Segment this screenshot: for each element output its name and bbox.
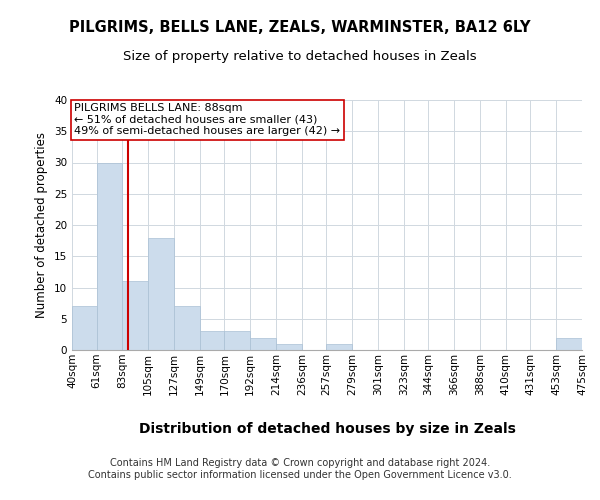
Text: PILGRIMS BELLS LANE: 88sqm
← 51% of detached houses are smaller (43)
49% of semi: PILGRIMS BELLS LANE: 88sqm ← 51% of deta… bbox=[74, 103, 340, 136]
Bar bbox=[224, 331, 250, 350]
Text: Size of property relative to detached houses in Zeals: Size of property relative to detached ho… bbox=[123, 50, 477, 63]
Bar bbox=[556, 338, 582, 350]
Y-axis label: Number of detached properties: Number of detached properties bbox=[35, 132, 49, 318]
Bar bbox=[122, 281, 148, 350]
Bar bbox=[200, 331, 224, 350]
Bar bbox=[72, 306, 97, 350]
Text: PILGRIMS, BELLS LANE, ZEALS, WARMINSTER, BA12 6LY: PILGRIMS, BELLS LANE, ZEALS, WARMINSTER,… bbox=[69, 20, 531, 35]
Bar bbox=[326, 344, 352, 350]
Text: Distribution of detached houses by size in Zeals: Distribution of detached houses by size … bbox=[139, 422, 515, 436]
Bar bbox=[276, 344, 302, 350]
Bar bbox=[97, 162, 122, 350]
Bar bbox=[148, 238, 174, 350]
Text: Contains HM Land Registry data © Crown copyright and database right 2024.
Contai: Contains HM Land Registry data © Crown c… bbox=[88, 458, 512, 480]
Bar bbox=[174, 306, 200, 350]
Bar bbox=[250, 338, 276, 350]
